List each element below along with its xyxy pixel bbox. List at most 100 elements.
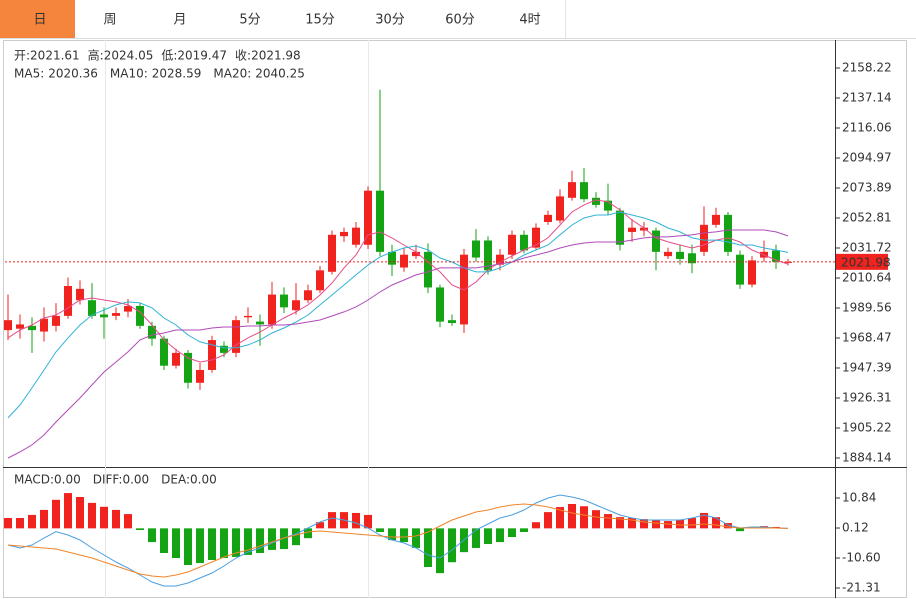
candle-body — [592, 197, 600, 205]
tab-bg[interactable] — [495, 0, 565, 38]
candle-body — [412, 251, 420, 257]
tab-bg[interactable] — [355, 0, 425, 38]
tab-bg[interactable] — [75, 0, 145, 38]
candle-body — [784, 261, 792, 263]
macd-bar — [676, 519, 684, 529]
candle-body — [604, 200, 612, 211]
candle-body — [616, 210, 624, 245]
macd-bar — [160, 528, 168, 553]
candle-body — [220, 345, 228, 353]
candle-body — [700, 224, 708, 252]
tab-label[interactable]: 周 — [103, 13, 116, 28]
candle-body — [496, 254, 504, 265]
candle-body — [4, 320, 12, 331]
tab[interactable]: 30分 — [355, 0, 426, 38]
y-tick-label: 1926.31 — [842, 390, 892, 404]
tab-label[interactable]: 月 — [173, 13, 186, 28]
tab[interactable]: 15分 — [285, 0, 356, 38]
candle-body — [508, 234, 516, 255]
tab[interactable]: 4时 — [495, 0, 566, 38]
candle-body — [76, 288, 84, 301]
candle-body — [16, 324, 24, 329]
y-tick-label: 0.12 — [842, 521, 869, 535]
legend-value: 2020.36 — [48, 67, 98, 81]
y-tick-label: 1968.47 — [842, 330, 892, 344]
tab-label[interactable]: 60分 — [445, 13, 475, 28]
candle-body — [28, 325, 36, 331]
candle-body — [40, 318, 48, 332]
candle-body — [736, 254, 744, 285]
candle-body — [712, 214, 720, 225]
macd-bar — [640, 519, 648, 529]
macd-bar — [88, 502, 96, 529]
tab-bg[interactable] — [425, 0, 495, 38]
candle-body — [748, 260, 756, 285]
y-tick-label: 2031.72 — [842, 240, 892, 254]
candle-body — [304, 290, 312, 301]
candle-body — [376, 190, 384, 252]
tab[interactable]: 周 — [75, 0, 146, 38]
candle-body — [388, 251, 396, 265]
macd-bar — [100, 506, 108, 529]
macd-bar — [376, 528, 384, 532]
candle-body — [316, 270, 324, 291]
chart-frame — [3, 40, 907, 598]
candle-body — [52, 315, 60, 326]
candle-body — [136, 305, 144, 326]
last-price-label: 2021.98 — [841, 255, 891, 269]
ma-line — [7, 199, 789, 363]
tab-label[interactable]: 4时 — [519, 13, 540, 28]
candle-body — [196, 369, 204, 383]
candle-body — [724, 214, 732, 252]
candle-body — [352, 227, 360, 245]
tab-label[interactable]: 日 — [33, 13, 46, 28]
candle-body — [448, 320, 456, 324]
macd-bar — [4, 517, 12, 529]
macd-bar — [400, 528, 408, 543]
macd-bar — [604, 514, 612, 529]
macd-bar — [28, 514, 36, 529]
tab-bg[interactable] — [145, 0, 215, 38]
macd-bar — [220, 528, 228, 559]
tab-label[interactable]: 30分 — [375, 13, 405, 28]
tab-bg[interactable] — [285, 0, 355, 38]
macd-bar — [268, 528, 276, 550]
tab[interactable]: 5分 — [215, 0, 286, 38]
macd-bar — [724, 523, 732, 529]
tab[interactable]: 日 — [0, 0, 76, 38]
candle-body — [184, 352, 192, 383]
tab-bg[interactable] — [215, 0, 285, 38]
candle-body — [112, 313, 120, 316]
macd-bar — [148, 528, 156, 543]
macd-bar — [388, 528, 396, 541]
candle-body — [100, 314, 108, 318]
y-tick-label: 2052.81 — [842, 210, 892, 224]
candle-body — [664, 251, 672, 257]
macd-bar — [172, 528, 180, 559]
candle-body — [640, 227, 648, 231]
y-tick-label: 1905.22 — [842, 420, 892, 434]
legend-label: DIFF: — [93, 473, 123, 487]
legend-label: MA5: — [14, 67, 44, 81]
macd-bar — [520, 528, 528, 532]
candle-body — [484, 240, 492, 271]
macd-bar — [232, 528, 240, 557]
tab-label[interactable]: 5分 — [239, 13, 260, 28]
ohlc-value: 2024.05 — [104, 49, 154, 63]
candle-body — [520, 234, 528, 251]
candle-body — [556, 196, 564, 221]
y-tick-label: -10.60 — [842, 551, 881, 565]
tab-bg[interactable] — [0, 0, 75, 38]
ohlc-value: 2021.61 — [30, 49, 80, 63]
macd-bar — [16, 517, 24, 529]
macd-bar — [124, 514, 132, 529]
y-tick-label: 2073.89 — [842, 180, 892, 194]
macd-bar — [304, 528, 312, 539]
legend-value: 0.00 — [122, 473, 149, 487]
tab-label[interactable]: 15分 — [305, 13, 335, 28]
tab[interactable]: 60分 — [425, 0, 496, 38]
candle-body — [472, 240, 480, 258]
legend-value: 0.00 — [54, 473, 81, 487]
tab[interactable]: 月 — [145, 0, 216, 38]
macd-bar — [580, 506, 588, 529]
